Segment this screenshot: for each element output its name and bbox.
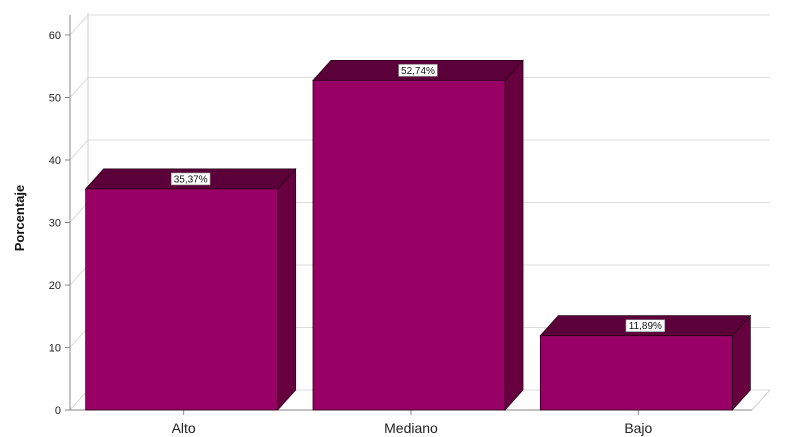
x-tick-label: Alto [172, 420, 196, 436]
gridline-diagonal [69, 77, 89, 98]
y-tick-label: 40 [49, 155, 61, 167]
x-tick-label: Bajo [624, 420, 652, 436]
gridline-diagonal [69, 202, 89, 223]
gridline-diagonal [69, 327, 89, 348]
bar-front-face [312, 79, 506, 411]
label-layer: 35,37% 52,74% 11,89% [170, 64, 666, 332]
bar-layer [84, 59, 752, 412]
bar-mediano [312, 59, 524, 412]
data-label: 52,74% [401, 66, 435, 77]
data-label-box [398, 64, 438, 77]
data-label: 11,89% [629, 321, 662, 332]
y-tick-label: 10 [49, 343, 61, 355]
bar-alto [84, 167, 297, 412]
y-axis-title: Porcentaje [12, 185, 27, 251]
gridline-diagonal [69, 14, 89, 36]
y-tick-label: 60 [49, 30, 61, 42]
gridline-diagonal [69, 139, 89, 161]
bar-bajo [539, 314, 752, 412]
gridline-diagonal [69, 389, 89, 411]
data-label-box [170, 172, 211, 186]
data-label-box [625, 319, 666, 332]
floor-edge [751, 389, 771, 411]
bar-front-face [539, 335, 733, 411]
y-tick-label: 30 [49, 218, 61, 230]
bar-side-face [277, 167, 297, 412]
y-tick-label: 50 [49, 93, 61, 105]
bar-side-face [504, 59, 524, 412]
y-tick-label: 0 [55, 405, 61, 417]
data-label: 35,37% [174, 174, 208, 185]
y-tick-label: 20 [49, 280, 61, 292]
gridline-diagonal [69, 264, 89, 286]
bar-front-face [85, 188, 279, 411]
x-tick-label: Mediano [384, 420, 438, 436]
